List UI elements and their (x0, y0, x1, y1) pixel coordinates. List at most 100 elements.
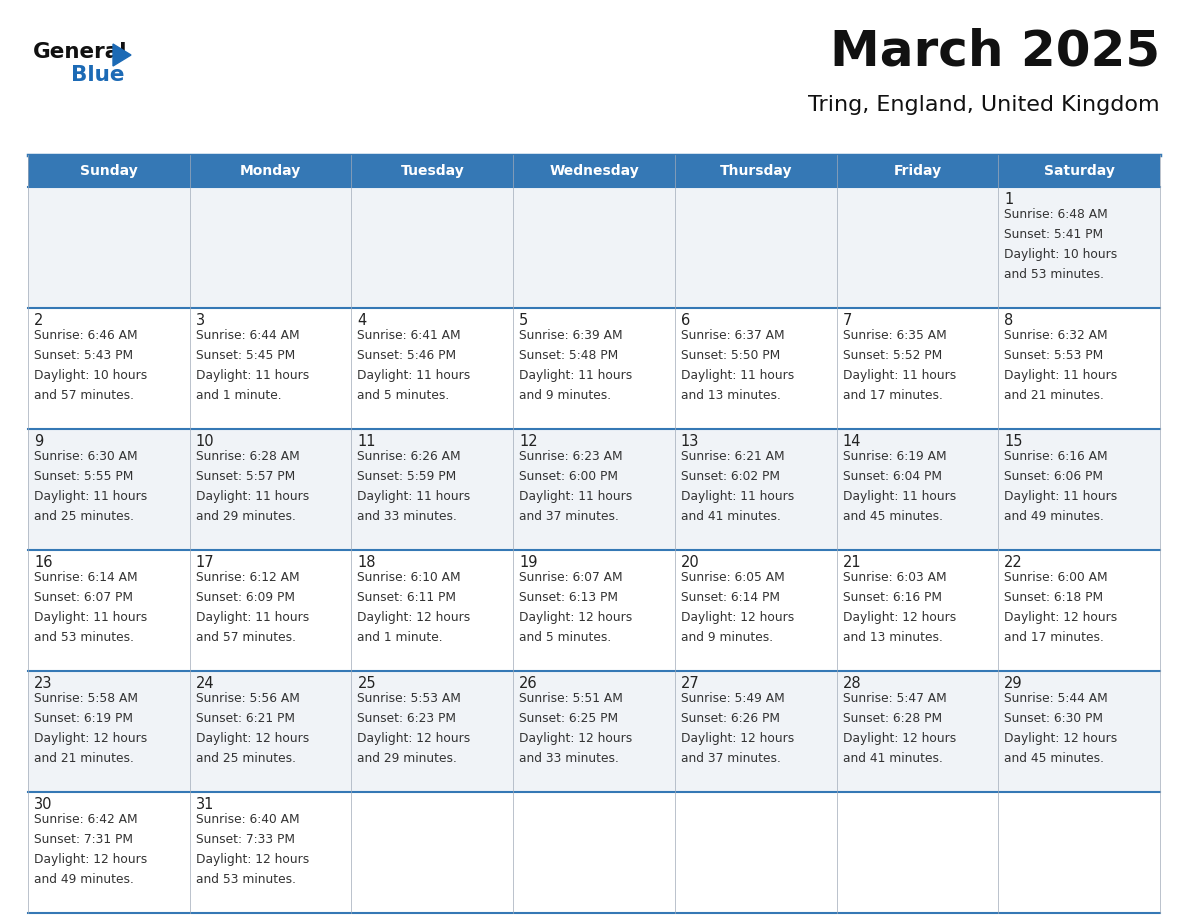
Text: Sunset: 5:59 PM: Sunset: 5:59 PM (358, 470, 456, 483)
Text: Sunset: 6:19 PM: Sunset: 6:19 PM (34, 712, 133, 725)
Text: Sunrise: 6:41 AM: Sunrise: 6:41 AM (358, 329, 461, 342)
Text: Sunset: 6:26 PM: Sunset: 6:26 PM (681, 712, 779, 725)
Text: Sunset: 5:53 PM: Sunset: 5:53 PM (1004, 349, 1104, 362)
Text: and 9 minutes.: and 9 minutes. (681, 632, 773, 644)
Bar (998, 792, 1159, 913)
Text: Daylight: 12 hours: Daylight: 12 hours (34, 853, 147, 867)
Text: Friday: Friday (893, 164, 942, 178)
Text: Sunset: 7:31 PM: Sunset: 7:31 PM (34, 834, 133, 846)
Bar (352, 550, 513, 671)
Bar (352, 429, 513, 550)
Text: Sunset: 5:48 PM: Sunset: 5:48 PM (519, 349, 619, 362)
Bar (513, 429, 675, 550)
Text: Sunrise: 6:07 AM: Sunrise: 6:07 AM (519, 571, 623, 584)
Bar (513, 671, 675, 792)
Text: Wednesday: Wednesday (549, 164, 639, 178)
Bar (675, 308, 836, 429)
Text: Sunrise: 6:46 AM: Sunrise: 6:46 AM (34, 329, 138, 342)
Bar (675, 550, 836, 671)
Text: Sunset: 6:09 PM: Sunset: 6:09 PM (196, 591, 295, 604)
Text: 10: 10 (196, 434, 214, 449)
Text: Sunrise: 6:16 AM: Sunrise: 6:16 AM (1004, 450, 1108, 463)
Text: and 9 minutes.: and 9 minutes. (519, 389, 612, 402)
Text: 7: 7 (842, 313, 852, 328)
Text: Daylight: 11 hours: Daylight: 11 hours (34, 490, 147, 503)
Bar (675, 429, 836, 550)
Text: and 21 minutes.: and 21 minutes. (1004, 389, 1104, 402)
Text: and 29 minutes.: and 29 minutes. (196, 510, 296, 523)
Text: 1: 1 (1004, 192, 1013, 207)
Text: Sunrise: 6:48 AM: Sunrise: 6:48 AM (1004, 208, 1108, 221)
Text: Daylight: 11 hours: Daylight: 11 hours (358, 369, 470, 382)
Bar (675, 671, 836, 792)
Text: March 2025: March 2025 (830, 28, 1159, 76)
Text: Sunset: 6:25 PM: Sunset: 6:25 PM (519, 712, 618, 725)
Text: Daylight: 11 hours: Daylight: 11 hours (519, 369, 632, 382)
Bar (190, 187, 352, 308)
Text: Sunrise: 6:39 AM: Sunrise: 6:39 AM (519, 329, 623, 342)
Text: and 5 minutes.: and 5 minutes. (358, 389, 450, 402)
Text: 25: 25 (358, 676, 377, 691)
Text: Daylight: 12 hours: Daylight: 12 hours (1004, 611, 1118, 624)
Text: 30: 30 (34, 797, 52, 812)
Bar (998, 187, 1159, 308)
Text: and 33 minutes.: and 33 minutes. (519, 753, 619, 766)
Text: Sunrise: 6:32 AM: Sunrise: 6:32 AM (1004, 329, 1108, 342)
Text: and 53 minutes.: and 53 minutes. (196, 873, 296, 887)
Text: Daylight: 11 hours: Daylight: 11 hours (1004, 369, 1118, 382)
Text: and 41 minutes.: and 41 minutes. (842, 753, 942, 766)
Text: 31: 31 (196, 797, 214, 812)
Text: Sunset: 6:02 PM: Sunset: 6:02 PM (681, 470, 779, 483)
Text: 28: 28 (842, 676, 861, 691)
Bar (836, 429, 998, 550)
Bar (836, 550, 998, 671)
Text: 26: 26 (519, 676, 538, 691)
Text: and 25 minutes.: and 25 minutes. (34, 510, 134, 523)
Bar (190, 308, 352, 429)
Text: 14: 14 (842, 434, 861, 449)
Text: Daylight: 10 hours: Daylight: 10 hours (34, 369, 147, 382)
Bar (190, 792, 352, 913)
Text: Sunset: 5:55 PM: Sunset: 5:55 PM (34, 470, 133, 483)
Text: Sunrise: 6:19 AM: Sunrise: 6:19 AM (842, 450, 946, 463)
Text: Sunset: 6:11 PM: Sunset: 6:11 PM (358, 591, 456, 604)
Bar (29, 429, 190, 550)
Text: Sunrise: 6:21 AM: Sunrise: 6:21 AM (681, 450, 784, 463)
Text: 29: 29 (1004, 676, 1023, 691)
Text: 23: 23 (34, 676, 52, 691)
Text: Monday: Monday (240, 164, 302, 178)
Text: Sunrise: 6:10 AM: Sunrise: 6:10 AM (358, 571, 461, 584)
Text: Sunday: Sunday (80, 164, 138, 178)
Text: Daylight: 11 hours: Daylight: 11 hours (842, 369, 956, 382)
Bar (836, 671, 998, 792)
Text: Sunset: 6:06 PM: Sunset: 6:06 PM (1004, 470, 1104, 483)
Text: Daylight: 11 hours: Daylight: 11 hours (358, 490, 470, 503)
Text: and 45 minutes.: and 45 minutes. (842, 510, 942, 523)
Text: Sunrise: 6:37 AM: Sunrise: 6:37 AM (681, 329, 784, 342)
Text: and 49 minutes.: and 49 minutes. (1004, 510, 1104, 523)
Text: General: General (33, 42, 127, 62)
Text: Tuesday: Tuesday (400, 164, 465, 178)
Bar (513, 792, 675, 913)
Text: Daylight: 12 hours: Daylight: 12 hours (681, 733, 794, 745)
Text: Sunrise: 6:03 AM: Sunrise: 6:03 AM (842, 571, 946, 584)
Text: Sunrise: 5:51 AM: Sunrise: 5:51 AM (519, 692, 623, 705)
Text: Sunset: 5:50 PM: Sunset: 5:50 PM (681, 349, 781, 362)
Text: and 1 minute.: and 1 minute. (358, 632, 443, 644)
Bar (513, 308, 675, 429)
Text: 12: 12 (519, 434, 538, 449)
Text: 18: 18 (358, 555, 375, 570)
Text: and 13 minutes.: and 13 minutes. (681, 389, 781, 402)
Text: Daylight: 12 hours: Daylight: 12 hours (681, 611, 794, 624)
Text: and 17 minutes.: and 17 minutes. (1004, 632, 1104, 644)
Bar (836, 308, 998, 429)
Text: Sunrise: 5:47 AM: Sunrise: 5:47 AM (842, 692, 947, 705)
Text: 27: 27 (681, 676, 700, 691)
Text: Tring, England, United Kingdom: Tring, England, United Kingdom (808, 95, 1159, 115)
Text: Daylight: 11 hours: Daylight: 11 hours (842, 490, 956, 503)
Text: 3: 3 (196, 313, 204, 328)
Bar (352, 671, 513, 792)
Text: 22: 22 (1004, 555, 1023, 570)
Text: Sunrise: 5:58 AM: Sunrise: 5:58 AM (34, 692, 138, 705)
Text: Sunset: 6:07 PM: Sunset: 6:07 PM (34, 591, 133, 604)
